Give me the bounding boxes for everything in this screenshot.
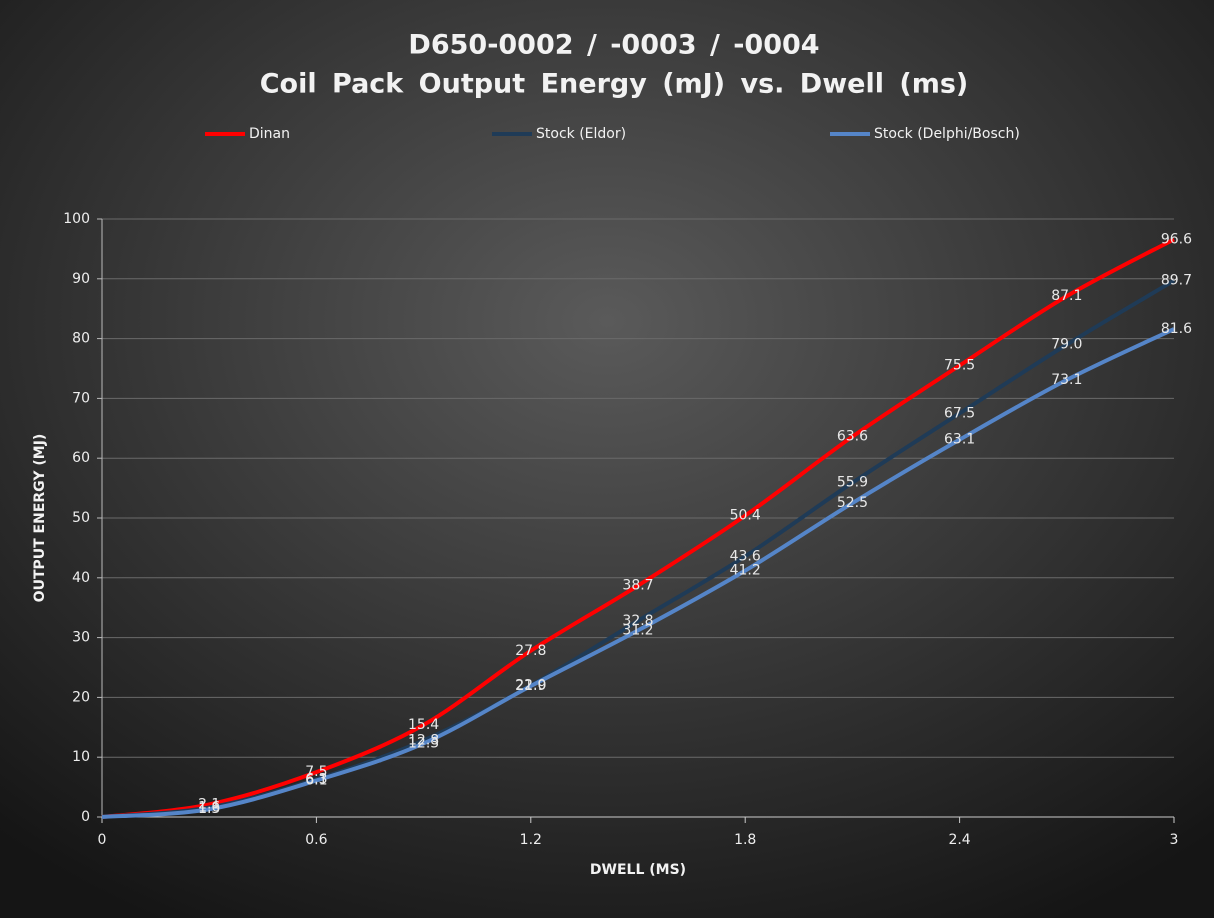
data-label: 67.5 (944, 405, 975, 421)
y-tick-label: 30 (72, 630, 90, 646)
data-label: 50.4 (730, 508, 761, 524)
y-axis-title: OUTPUT ENERGY (MJ) (32, 434, 48, 603)
y-tick-label: 80 (72, 331, 90, 347)
data-label: 73.1 (1051, 372, 1082, 388)
chart-title: D650-0002 / -0003 / -0004 (408, 30, 819, 61)
data-label: 12.3 (408, 735, 439, 751)
x-tick-label: 0 (98, 832, 107, 848)
data-label: 89.7 (1161, 273, 1192, 289)
x-tick-label: 1.2 (520, 832, 542, 848)
data-label: 41.2 (730, 563, 761, 579)
y-tick-label: 10 (72, 749, 90, 765)
data-label: 1.3 (198, 801, 220, 817)
x-tick-label: 0.6 (305, 832, 327, 848)
x-tick-label: 1.8 (734, 832, 756, 848)
data-label: 63.1 (944, 432, 975, 448)
x-tick-label: 2.4 (948, 832, 970, 848)
x-tick-label: 3 (1170, 832, 1179, 848)
data-label: 6.3 (305, 771, 327, 787)
data-label: 63.6 (837, 429, 868, 445)
series-line (101, 237, 1175, 819)
legend-label: Stock (Eldor) (536, 126, 626, 142)
y-tick-label: 100 (63, 211, 90, 227)
data-label: 38.7 (622, 578, 653, 594)
data-label: 96.6 (1161, 231, 1192, 247)
data-label: 6.1 (305, 773, 327, 789)
legend-label: Dinan (249, 126, 290, 142)
data-label: 43.6 (730, 548, 761, 564)
y-tick-label: 0 (81, 809, 90, 825)
data-label: 15.4 (408, 717, 439, 733)
y-tick-label: 60 (72, 450, 90, 466)
data-label: 75.5 (944, 358, 975, 374)
legend-label: Stock (Delphi/Bosch) (874, 126, 1020, 142)
data-label: 79.0 (1051, 337, 1082, 353)
data-label: 55.9 (837, 475, 868, 491)
y-tick-label: 50 (72, 510, 90, 526)
data-label: 2.1 (198, 796, 220, 812)
data-label: 21.9 (515, 678, 546, 694)
data-label: 87.1 (1051, 288, 1082, 304)
data-label: 1.6 (198, 799, 220, 815)
data-label: 52.5 (837, 495, 868, 511)
y-tick-label: 90 (72, 271, 90, 287)
y-tick-label: 20 (72, 689, 90, 705)
data-label: 32.8 (622, 613, 653, 629)
data-label: 27.8 (515, 643, 546, 659)
data-label: 81.6 (1161, 321, 1192, 337)
x-axis-title: DWELL (MS) (590, 862, 686, 878)
data-label: 22.0 (515, 677, 546, 693)
series-line (101, 327, 1175, 819)
data-label: 12.8 (408, 732, 439, 748)
data-label: 31.2 (622, 622, 653, 638)
data-label: 7.5 (305, 764, 327, 780)
y-tick-label: 40 (72, 570, 90, 586)
y-tick-label: 70 (72, 390, 90, 406)
chart-subtitle: Coil Pack Output Energy (mJ) vs. Dwell (… (260, 69, 969, 100)
